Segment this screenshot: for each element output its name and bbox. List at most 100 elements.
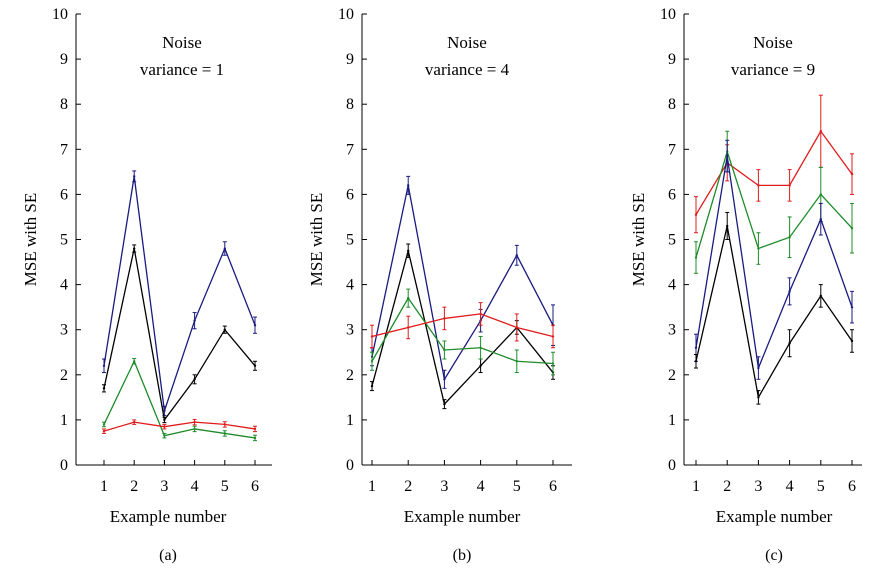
data-point [515,326,518,329]
data-point [223,247,226,250]
y-tick-label: 6 [60,186,68,203]
y-tick-label: 10 [52,6,68,23]
data-point [443,378,446,381]
data-point [163,425,166,428]
data-point [133,247,136,250]
y-tick-label: 10 [338,6,354,23]
data-point [443,317,446,320]
data-point [163,434,166,437]
data-point [757,184,760,187]
data-point [788,236,791,239]
y-tick-label: 3 [668,322,676,339]
x-axis-title: Example number [404,507,521,526]
data-point [407,296,410,300]
y-tick-label: 9 [60,51,68,68]
data-point [370,335,374,338]
data-point [479,312,482,316]
x-tick-label: 4 [786,478,794,495]
x-tick-label: 6 [549,478,557,495]
series-3 [102,358,257,442]
y-tick-label: 4 [668,277,676,294]
data-point [223,432,226,435]
y-tick-label: 0 [60,457,68,474]
data-point [193,427,196,431]
y-tick-label: 4 [60,277,68,294]
data-point [193,420,196,424]
panel-label: (b) [453,547,472,564]
data-point [163,409,166,413]
series-line [695,225,853,400]
y-tick-label: 1 [346,412,354,429]
y-tick-label: 7 [668,141,676,158]
series-4 [370,302,555,349]
y-tick-label: 5 [60,232,68,249]
data-point [253,427,257,431]
x-tick-label: 2 [130,478,138,495]
data-point [370,360,374,363]
y-tick-label: 7 [346,141,354,158]
x-tick-label: 1 [100,478,108,495]
data-point [757,396,760,399]
data-point [443,402,446,406]
x-tick-label: 5 [221,478,229,495]
y-axis-title: MSE with SE [21,193,40,287]
y-tick-label: 5 [346,232,354,249]
annotation-variance: variance = 9 [731,60,815,79]
series-line [103,359,256,439]
y-tick-label: 2 [346,367,354,384]
y-tick-label: 9 [668,51,676,68]
y-tick-label: 1 [60,412,68,429]
x-tick-label: 2 [404,478,412,495]
annotation-variance: variance = 1 [140,60,224,79]
data-point [407,249,410,252]
data-point [407,326,410,329]
series-line [371,250,554,406]
series-line [371,313,554,338]
x-tick-label: 4 [191,478,199,495]
chart-panel-1: 0 1 2 3 4 5 6 7 8 9 10 1 2 3 4 5 6 Example number MSE with… [21,6,272,564]
data-point [850,305,854,309]
series-4 [694,211,854,405]
data-point [193,378,196,381]
y-tick-label: 3 [60,322,68,339]
data-point [757,247,760,250]
y-tick-label: 0 [668,457,676,474]
y-tick-label: 8 [60,96,68,113]
y-tick-label: 0 [346,457,354,474]
x-tick-label: 3 [440,478,448,495]
data-point [694,213,698,216]
data-point [253,323,257,327]
series-2 [102,244,257,424]
data-point [102,423,106,426]
data-point [407,184,410,187]
data-point [223,423,226,426]
data-point [479,346,482,349]
annotation-noise: Noise [447,33,487,52]
data-point [223,328,226,331]
data-point [694,346,698,349]
data-point [479,364,482,367]
data-point [788,184,791,187]
y-tick-label: 10 [660,6,676,23]
data-point [133,420,136,424]
series-line [103,176,256,412]
data-point [551,335,555,338]
y-tick-label: 8 [346,96,354,113]
data-point [819,218,822,221]
series-2 [694,130,854,274]
series-3 [694,139,854,380]
x-tick-label: 5 [513,478,521,495]
data-point [819,294,822,298]
y-tick-label: 4 [346,277,354,294]
data-point [370,384,374,388]
data-point [133,360,136,363]
x-tick-label: 1 [368,478,376,495]
y-tick-label: 2 [668,367,676,384]
data-point [850,172,854,176]
y-tick-label: 6 [346,186,354,203]
data-point [515,254,518,257]
annotation-noise: Noise [162,33,202,52]
data-point [102,364,106,367]
